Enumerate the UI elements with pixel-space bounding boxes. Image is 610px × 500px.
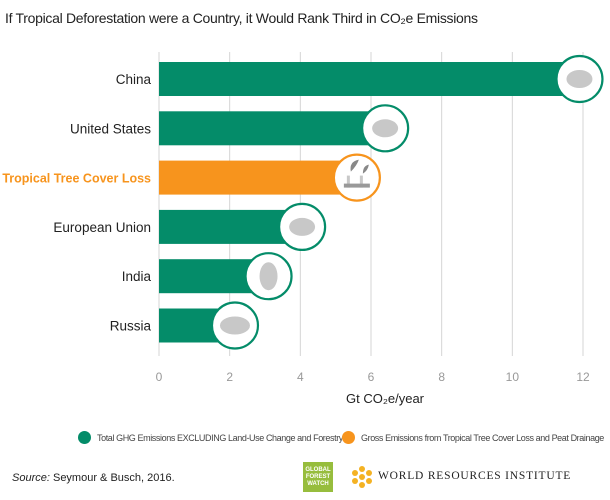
eu-map-icon: [289, 217, 316, 236]
stumps: [343, 183, 370, 188]
map-shape: [219, 316, 250, 335]
china-map-icon: [566, 70, 593, 88]
india-map-icon: [259, 262, 278, 291]
x-tick-label: 8: [438, 370, 445, 384]
map-shape: [259, 262, 278, 291]
gfw-logo: GLOBAL FOREST WATCH: [303, 462, 333, 492]
x-tick-label: 12: [576, 370, 590, 384]
russia-map-icon: [219, 316, 250, 335]
legend-label-tropical: Gross Emissions from Tropical Tree Cover…: [361, 432, 604, 443]
legend-swatch-total: [78, 431, 91, 444]
map-shape: [566, 70, 593, 88]
x-tick-label: 0: [156, 370, 163, 384]
category-label: China: [116, 72, 152, 87]
legend-item-tropical: Gross Emissions from Tropical Tree Cover…: [342, 431, 604, 444]
x-tick-label: 4: [297, 370, 304, 384]
category-label: Russia: [110, 319, 152, 334]
legend-item-total: Total GHG Emissions EXCLUDING Land-Use C…: [78, 431, 343, 444]
category-label: United States: [70, 121, 151, 136]
tree-trunk: [359, 175, 363, 188]
map-shape: [289, 217, 316, 236]
category-label: Tropical Tree Cover Loss: [2, 172, 151, 186]
source-text: Seymour & Busch, 2016.: [49, 472, 175, 484]
category-label: India: [122, 269, 152, 284]
source-label: Source:: [12, 472, 50, 484]
legend-swatch-tropical: [342, 431, 355, 444]
category-label: European Union: [53, 220, 151, 235]
x-axis-label: Gt CO₂e/year: [346, 391, 425, 406]
wri-logo-icon: [352, 466, 372, 488]
x-tick-label: 6: [368, 370, 375, 384]
chart-title: If Tropical Deforestation were a Country…: [5, 10, 478, 26]
usa-map-icon: [372, 119, 399, 138]
x-tick-label: 2: [226, 370, 233, 384]
x-tick-label: 10: [506, 370, 520, 384]
map-shape: [372, 119, 399, 138]
bar-china: [159, 62, 580, 96]
bar-tropical-tree-cover-loss: [159, 160, 357, 195]
source-note: Source: Seymour & Busch, 2016.: [12, 472, 175, 484]
smoke: [362, 164, 369, 174]
smoke: [350, 159, 359, 172]
legend-label-total: Total GHG Emissions EXCLUDING Land-Use C…: [97, 432, 343, 443]
wri-logo-text: WORLD RESOURCES INSTITUTE: [378, 470, 572, 482]
tree-trunk: [346, 175, 350, 188]
bar-united-states: [159, 111, 386, 146]
deforestation-icon: [343, 159, 370, 188]
bar-chart: 0 2 4 6 8 10 12 Gt CO₂e/year China United States T…: [2, 52, 604, 406]
